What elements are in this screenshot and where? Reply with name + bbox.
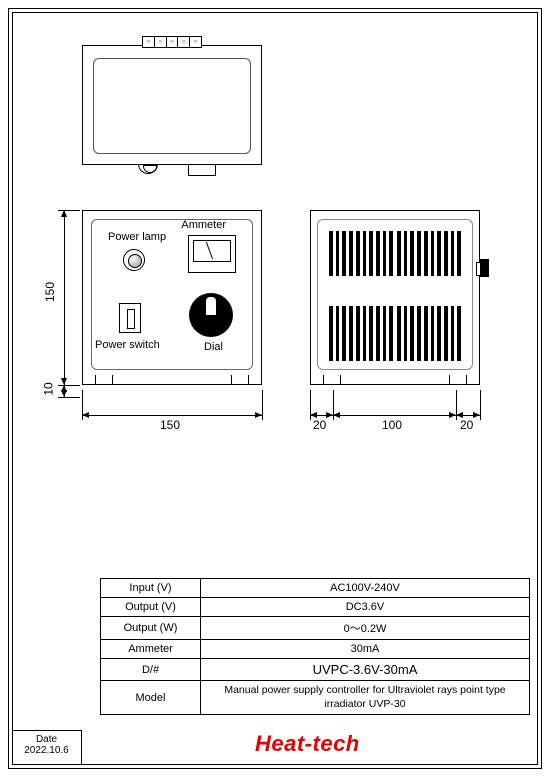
dim-val: 10 <box>42 382 56 395</box>
dim-val: 150 <box>43 282 57 302</box>
vents <box>329 306 393 361</box>
table-row: ModelManual power supply controller for … <box>101 681 530 715</box>
table-row: Output (V)DC3.6V <box>101 598 530 617</box>
vents <box>329 231 393 276</box>
foot-left <box>323 375 341 385</box>
dim-val: 20 <box>460 418 473 432</box>
dim-100 <box>333 415 456 416</box>
power-lamp-label: Power lamp <box>108 231 166 243</box>
dim-150v <box>64 210 65 385</box>
foot-right <box>231 375 249 385</box>
spec-value: Manual power supply controller for Ultra… <box>201 681 530 715</box>
spec-value: DC3.6V <box>201 598 530 617</box>
ext-line <box>480 390 481 420</box>
table-row: Ammeter30mA <box>101 640 530 659</box>
spec-value: AC100V-240V <box>201 579 530 598</box>
table-row: D/#UVPC-3.6V-30mA <box>101 659 530 681</box>
front-view: Power lamp Ammeter Power switch Dial <box>82 210 262 385</box>
drawing-area: ○○○○○ Power lamp Ammeter Power switch Di… <box>20 20 530 490</box>
brand-logo: Heat-tech <box>255 731 360 757</box>
date-value: 2022.10.6 <box>12 745 81 756</box>
dim-val: 150 <box>160 418 180 432</box>
date-label: Date <box>12 734 81 745</box>
spec-label: Input (V) <box>101 579 201 598</box>
date-box: Date 2022.10.6 <box>12 730 82 765</box>
spec-value: 0～0.2W <box>201 617 530 640</box>
side-jack <box>479 259 489 277</box>
top-view: ○○○○○ <box>82 45 262 165</box>
ammeter-gauge <box>193 240 231 262</box>
vents <box>397 306 461 361</box>
foot-left <box>95 375 113 385</box>
spec-label: Ammeter <box>101 640 201 659</box>
dial-icon <box>189 293 233 337</box>
vents <box>397 231 461 276</box>
foot-right <box>449 375 467 385</box>
spec-value: 30mA <box>201 640 530 659</box>
spec-label: Model <box>101 681 201 715</box>
table-row: Output (W)0～0.2W <box>101 617 530 640</box>
power-switch-label: Power switch <box>95 339 160 351</box>
ammeter-icon <box>188 235 236 273</box>
top-knob-right <box>188 164 216 176</box>
terminal-block: ○○○○○ <box>142 36 202 48</box>
dim-val: 100 <box>382 418 402 432</box>
spec-label: Output (W) <box>101 617 201 640</box>
dim-val: 20 <box>313 418 326 432</box>
dim-10v <box>64 385 65 397</box>
spec-table: Input (V)AC100V-240V Output (V)DC3.6V Ou… <box>100 578 530 715</box>
spec-label: D/# <box>101 659 201 681</box>
top-view-inner <box>93 58 251 154</box>
ext-line <box>262 390 263 420</box>
ext-line <box>58 397 80 398</box>
power-lamp-icon <box>123 249 145 271</box>
top-knob-left <box>138 164 158 174</box>
dial-label: Dial <box>204 341 223 353</box>
side-view <box>310 210 480 385</box>
ammeter-label: Ammeter <box>181 219 226 231</box>
spec-value: UVPC-3.6V-30mA <box>201 659 530 681</box>
dim-20r <box>456 415 480 416</box>
table-row: Input (V)AC100V-240V <box>101 579 530 598</box>
dim-20l <box>310 415 333 416</box>
spec-label: Output (V) <box>101 598 201 617</box>
dim-150h <box>82 415 262 416</box>
power-switch-icon <box>119 303 141 333</box>
